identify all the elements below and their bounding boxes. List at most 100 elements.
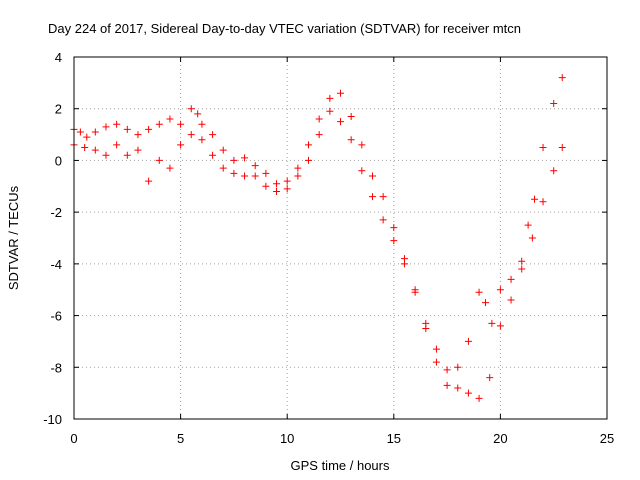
data-point bbox=[273, 180, 281, 188]
data-point bbox=[443, 366, 451, 374]
data-point bbox=[305, 156, 313, 164]
data-point bbox=[379, 193, 387, 201]
data-point bbox=[209, 131, 217, 139]
data-point bbox=[432, 345, 440, 353]
data-point bbox=[305, 141, 313, 149]
y-tick-label: 2 bbox=[55, 102, 62, 117]
data-point bbox=[177, 120, 185, 128]
y-tick-label: -4 bbox=[50, 257, 62, 272]
data-point bbox=[390, 237, 398, 245]
data-point bbox=[187, 131, 195, 139]
y-axis-label: SDTVAR / TECUs bbox=[6, 185, 21, 290]
data-point bbox=[507, 296, 515, 304]
data-point bbox=[187, 105, 195, 113]
data-point bbox=[496, 286, 504, 294]
data-point bbox=[81, 144, 89, 151]
data-point bbox=[219, 164, 227, 172]
data-point bbox=[524, 221, 532, 229]
x-tick-label: 20 bbox=[493, 431, 507, 446]
x-axis-label: GPS time / hours bbox=[291, 458, 390, 473]
data-point bbox=[368, 193, 376, 201]
data-point bbox=[113, 120, 121, 128]
data-point bbox=[155, 156, 163, 164]
data-point bbox=[76, 128, 84, 136]
y-tick-label: -2 bbox=[50, 205, 62, 220]
data-point bbox=[337, 89, 344, 97]
data-point bbox=[134, 146, 142, 154]
x-tick-label: 15 bbox=[387, 431, 401, 446]
y-tick-label: -6 bbox=[50, 309, 62, 324]
data-point bbox=[475, 288, 483, 296]
data-point bbox=[177, 141, 185, 149]
data-point bbox=[368, 172, 376, 180]
chart-title: Day 224 of 2017, Sidereal Day-to-day VTE… bbox=[48, 21, 521, 36]
data-point bbox=[518, 257, 526, 265]
x-tick-label: 0 bbox=[70, 431, 77, 446]
data-point bbox=[123, 125, 131, 133]
data-point bbox=[432, 358, 440, 366]
data-point bbox=[198, 136, 206, 144]
data-point bbox=[209, 151, 217, 159]
data-point bbox=[219, 146, 227, 154]
data-point bbox=[262, 182, 270, 190]
y-tick-label: -10 bbox=[43, 412, 62, 427]
data-point bbox=[358, 167, 366, 175]
data-point bbox=[358, 141, 366, 149]
data-point bbox=[558, 74, 566, 82]
plot-frame bbox=[73, 56, 608, 420]
data-point bbox=[411, 288, 419, 296]
data-point bbox=[134, 131, 142, 139]
y-tick-label: 0 bbox=[55, 153, 62, 168]
y-tick-label: 4 bbox=[55, 50, 62, 65]
data-point bbox=[518, 265, 526, 273]
data-point bbox=[528, 234, 536, 242]
data-point bbox=[390, 224, 398, 232]
y-tick-label: -8 bbox=[50, 360, 62, 375]
x-tick-label: 10 bbox=[280, 431, 294, 446]
data-point bbox=[230, 156, 238, 164]
data-point bbox=[241, 172, 249, 180]
data-point bbox=[315, 131, 323, 139]
data-point bbox=[454, 363, 462, 371]
x-tick-label: 5 bbox=[177, 431, 184, 446]
data-point bbox=[464, 389, 472, 397]
data-point bbox=[326, 107, 334, 115]
grid bbox=[74, 57, 607, 419]
data-point bbox=[488, 319, 496, 327]
x-tick-label: 25 bbox=[600, 431, 614, 446]
data-point bbox=[273, 187, 281, 195]
data-point bbox=[123, 151, 131, 159]
series-lower-track bbox=[70, 107, 566, 402]
data-point bbox=[539, 144, 547, 151]
data-point bbox=[326, 94, 334, 102]
data-point bbox=[102, 123, 110, 131]
data-point bbox=[113, 141, 121, 149]
data-point bbox=[550, 100, 558, 108]
data-point bbox=[558, 144, 566, 151]
data-point bbox=[347, 136, 355, 144]
data-point bbox=[251, 162, 259, 170]
data-point bbox=[379, 216, 387, 224]
data-point bbox=[294, 172, 302, 180]
data-point bbox=[464, 337, 472, 345]
data-point bbox=[145, 177, 153, 185]
data-point bbox=[283, 177, 291, 185]
data-point bbox=[422, 325, 430, 332]
data-point bbox=[166, 164, 174, 172]
data-point bbox=[481, 299, 489, 307]
data-point bbox=[102, 151, 110, 159]
data-point bbox=[251, 172, 259, 180]
data-point bbox=[400, 260, 408, 268]
data-point bbox=[262, 169, 270, 177]
data-point bbox=[550, 167, 558, 175]
data-point bbox=[315, 115, 323, 123]
axis-ticks: 0 5 10 15 20 25 -10 -8 -6 -4 -2 0 2 4 bbox=[43, 50, 614, 446]
data-point bbox=[443, 381, 451, 389]
data-point bbox=[337, 118, 344, 126]
data-point bbox=[198, 120, 206, 128]
data-point bbox=[91, 128, 99, 136]
data-point bbox=[91, 146, 99, 154]
data-point bbox=[145, 125, 153, 133]
